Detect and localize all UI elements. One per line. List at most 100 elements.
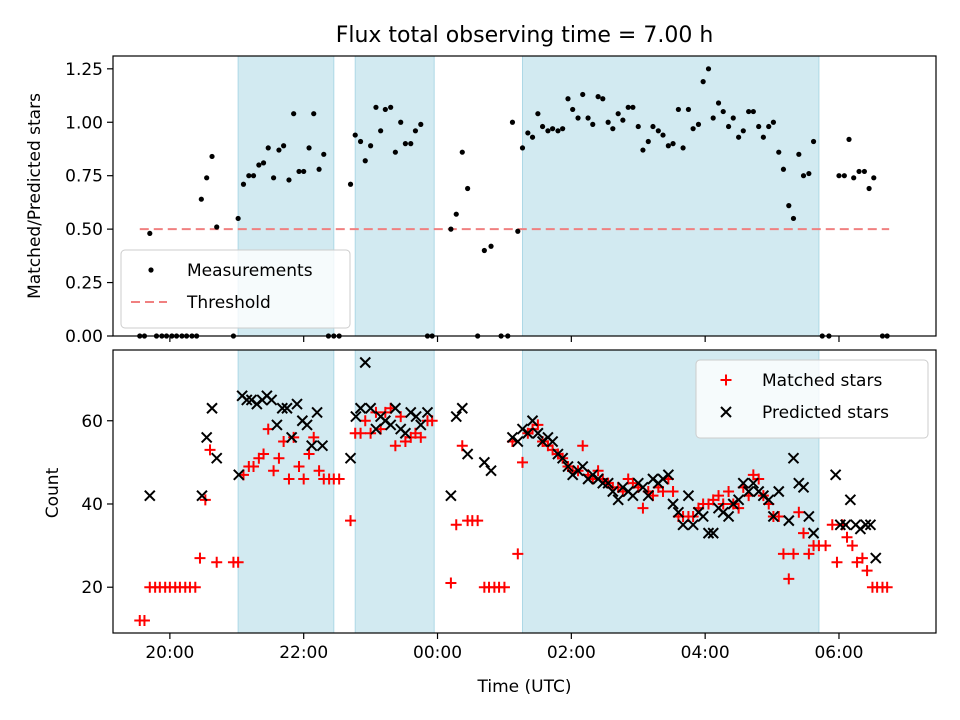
predicted-stars-point — [562, 460, 574, 473]
matched-stars-point — [783, 573, 795, 585]
y-tick-label: 0.50 — [65, 220, 103, 240]
matched-stars-point — [723, 486, 735, 497]
matched-stars-point — [667, 486, 679, 497]
predicted-stars-point — [522, 427, 534, 439]
measurement-point — [265, 145, 271, 151]
predicted-stars-point — [702, 527, 715, 539]
measurement-point — [448, 226, 454, 232]
measurement-point — [655, 128, 661, 134]
measurement-point — [650, 123, 656, 130]
matched-stars-point — [194, 552, 206, 564]
measurement-point — [459, 149, 465, 155]
predicted-stars-point — [829, 469, 842, 481]
y-tick-label: 60 — [81, 412, 103, 432]
measurement-point — [545, 128, 551, 134]
measurement-point — [710, 115, 716, 121]
predicted-stars-point — [485, 464, 497, 477]
predicted-stars-point — [532, 427, 544, 439]
predicted-stars-point — [276, 402, 288, 414]
measurement-point — [465, 185, 471, 192]
predicted-stars-point — [354, 402, 367, 414]
legend-box — [120, 249, 351, 329]
measurement-point — [610, 126, 616, 132]
predicted-stars-point — [526, 415, 539, 427]
matched-stars-point — [773, 510, 785, 522]
matched-stars-point — [395, 411, 407, 423]
predicted-stars-point — [807, 527, 820, 539]
predicted-stars-point — [364, 402, 377, 414]
measurement-point — [260, 160, 267, 166]
matched-stars-point — [313, 465, 325, 477]
x-tick-label: 22:00 — [279, 643, 328, 663]
measurement-point — [398, 119, 404, 125]
measurement-point — [695, 121, 702, 127]
matched-stars-point — [355, 427, 367, 439]
bottom-panel: 20 40 60 20:00 22:00 00:00 02:00 04:00 06:00 Matc… — [81, 349, 937, 663]
measurement-point — [357, 138, 364, 145]
predicted-stars-point — [797, 481, 810, 494]
predicted-stars-point — [478, 456, 491, 469]
chart-title: Flux total observing time = 7.00 h — [336, 23, 714, 48]
predicted-stars-point — [196, 489, 208, 502]
measurement-point — [690, 126, 696, 132]
predicted-stars-point — [344, 452, 357, 464]
matched-stars-point — [450, 519, 462, 531]
matched-stars-point — [777, 548, 789, 560]
measurement-point — [635, 123, 641, 130]
measurement-point — [680, 145, 686, 151]
measurement-point — [851, 175, 857, 181]
predicted-stars-point — [667, 498, 679, 510]
measurement-point — [766, 123, 772, 130]
measurement-point — [214, 224, 220, 230]
matched-stars-point — [333, 473, 345, 485]
matched-stars-point — [861, 565, 873, 577]
matched-stars-point — [787, 548, 799, 560]
measurement-point — [715, 100, 722, 106]
measurement-point — [509, 119, 516, 125]
matched-stars-point — [283, 473, 295, 485]
legend-label: Predicted stars — [762, 403, 889, 423]
matched-stars-point — [472, 515, 484, 527]
measurement-point — [481, 247, 487, 254]
predicted-stars-point — [783, 514, 795, 527]
predicted-stars-point — [732, 494, 745, 506]
predicted-stars-point — [456, 402, 468, 414]
measurement-point — [740, 128, 746, 134]
measurement-point — [378, 128, 384, 134]
measurement-point — [720, 108, 726, 115]
matched-stars-point — [456, 440, 468, 452]
predicted-stars-point — [767, 510, 780, 523]
predicted-stars-point — [637, 481, 649, 494]
y-tick-label: 20 — [81, 578, 103, 598]
measurement-point — [810, 138, 817, 145]
predicted-stars-point — [556, 452, 569, 464]
x-tick-label: 06:00 — [814, 643, 863, 663]
matched-stars-point — [881, 581, 893, 593]
measurement-point — [240, 181, 247, 187]
measurement-point — [625, 104, 631, 110]
x-tick-label: 20:00 — [145, 643, 194, 663]
y-tick-label: 1.00 — [65, 113, 103, 133]
matched-stars-point — [258, 448, 270, 460]
legend-box — [695, 359, 929, 439]
predicted-stars-point — [577, 460, 589, 473]
predicted-stars-point — [627, 489, 639, 502]
measurement-point — [836, 173, 842, 179]
measurement-point — [871, 175, 877, 181]
measurement-point — [670, 141, 676, 147]
measurement-point — [352, 132, 358, 138]
measurement-point — [270, 175, 277, 181]
matched-stars-point — [138, 615, 150, 627]
measurement-point — [786, 203, 792, 209]
y-tick-label: 40 — [81, 495, 103, 515]
predicted-stars-point — [311, 406, 323, 419]
predicted-stars-point — [512, 435, 524, 448]
predicted-stars-point — [359, 356, 371, 369]
predicted-stars-point — [707, 527, 719, 539]
measurement-point — [204, 175, 210, 181]
matched-stars-point — [268, 465, 280, 477]
matched-stars-point — [856, 552, 868, 564]
predicted-stars-point — [316, 440, 329, 452]
predicted-stars-point — [722, 510, 735, 523]
